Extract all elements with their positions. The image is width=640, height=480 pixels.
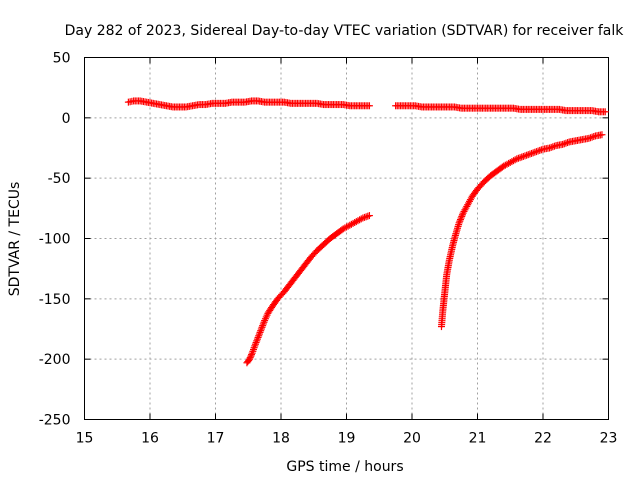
x-tick-label: 23 <box>600 431 618 447</box>
data-point <box>524 151 532 159</box>
data-marks <box>124 97 609 367</box>
data-point <box>523 151 531 159</box>
data-point <box>511 156 519 164</box>
data-point <box>564 139 572 147</box>
y-tick-label: 50 <box>53 51 71 67</box>
y-tick-label: -50 <box>48 171 71 187</box>
data-point <box>251 340 259 348</box>
x-tick-label: 21 <box>469 431 487 447</box>
data-point <box>601 108 609 116</box>
data-point <box>361 213 369 221</box>
data-series <box>392 102 609 116</box>
data-point <box>516 154 524 162</box>
data-point <box>255 332 263 340</box>
data-point <box>529 149 537 157</box>
y-tick-labels: -250 -200 -150 -100 -50 0 50 <box>39 51 71 429</box>
data-point <box>251 342 259 350</box>
data-point <box>260 318 268 326</box>
data-point <box>259 322 267 330</box>
data-point <box>458 212 466 220</box>
data-point <box>526 150 534 158</box>
data-point <box>252 339 260 347</box>
data-series <box>243 212 373 367</box>
data-point <box>550 142 558 150</box>
x-tick-labels: 15 16 17 18 19 20 21 22 23 <box>76 431 618 447</box>
data-point <box>514 154 522 162</box>
data-point <box>590 133 598 141</box>
data-point <box>247 352 255 360</box>
data-point <box>259 320 267 328</box>
data-point <box>253 335 261 343</box>
x-tick-label: 22 <box>534 431 552 447</box>
data-point <box>257 327 265 335</box>
data-point <box>559 140 567 148</box>
data-point <box>253 337 261 345</box>
data-point <box>534 147 542 155</box>
data-point <box>457 214 465 222</box>
data-point <box>547 143 555 151</box>
data-point <box>588 133 596 141</box>
data-point <box>560 140 568 148</box>
data-point <box>364 212 372 220</box>
data-point <box>359 214 367 222</box>
data-point <box>246 355 254 363</box>
data-point <box>256 328 264 336</box>
y-tick-label: -100 <box>39 232 71 248</box>
data-point <box>357 215 365 223</box>
x-tick-label: 18 <box>272 431 290 447</box>
data-point <box>365 212 373 220</box>
data-point <box>246 354 254 362</box>
data-point <box>254 333 262 341</box>
chart-title: Day 282 of 2023, Sidereal Day-to-day VTE… <box>65 23 625 39</box>
data-point <box>521 152 529 160</box>
data-point <box>518 153 526 161</box>
x-tick-label: 19 <box>338 431 356 447</box>
data-point <box>562 139 570 147</box>
data-series <box>437 131 606 331</box>
data-point <box>255 330 263 338</box>
y-tick-label: -200 <box>39 352 71 368</box>
data-point <box>258 323 266 331</box>
grid-lines <box>84 57 609 420</box>
data-point <box>586 134 594 142</box>
data-point <box>257 325 265 333</box>
data-point <box>532 148 540 156</box>
data-point <box>549 143 557 151</box>
data-point <box>456 216 464 224</box>
data-point <box>528 149 536 157</box>
data-point <box>362 213 370 221</box>
data-point <box>248 351 256 359</box>
y-axis-label: SDTVAR / TECUs <box>7 182 23 297</box>
data-point <box>531 148 539 156</box>
x-tick-label: 20 <box>403 431 421 447</box>
data-point <box>546 144 554 152</box>
data-point <box>598 131 606 139</box>
data-point <box>365 102 373 110</box>
x-tick-label: 15 <box>76 431 94 447</box>
data-point <box>456 217 464 225</box>
data-point <box>536 146 544 154</box>
x-axis-label: GPS time / hours <box>286 459 403 475</box>
data-series <box>124 97 373 111</box>
y-tick-label: 0 <box>62 111 71 127</box>
y-tick-label: -150 <box>39 292 71 308</box>
data-point <box>537 146 545 154</box>
x-tick-label: 16 <box>141 431 159 447</box>
data-point <box>519 152 527 160</box>
data-point <box>513 155 521 163</box>
x-tick-label: 17 <box>207 431 225 447</box>
y-tick-label: -250 <box>39 413 71 429</box>
data-point <box>585 134 593 142</box>
data-point <box>458 211 466 219</box>
plot-frame <box>84 57 609 420</box>
data-point <box>455 219 463 227</box>
